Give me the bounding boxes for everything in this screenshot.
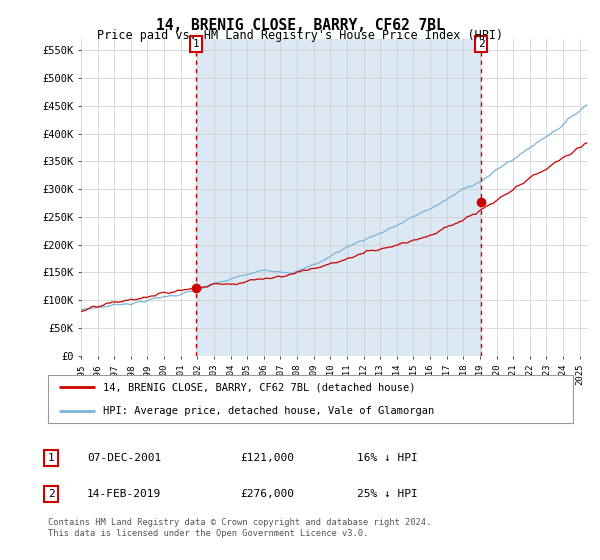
Text: 2: 2 (47, 489, 55, 499)
Bar (196, 39, 481, 356)
Text: 07-DEC-2001: 07-DEC-2001 (87, 453, 161, 463)
Text: HPI: Average price, detached house, Vale of Glamorgan: HPI: Average price, detached house, Vale… (103, 406, 434, 416)
Text: 14, BRENIG CLOSE, BARRY, CF62 7BL: 14, BRENIG CLOSE, BARRY, CF62 7BL (155, 18, 445, 33)
Text: Price paid vs. HM Land Registry's House Price Index (HPI): Price paid vs. HM Land Registry's House … (97, 29, 503, 42)
Text: 1: 1 (47, 453, 55, 463)
Text: Contains HM Land Registry data © Crown copyright and database right 2024.
This d: Contains HM Land Registry data © Crown c… (48, 518, 431, 538)
Text: 14, BRENIG CLOSE, BARRY, CF62 7BL (detached house): 14, BRENIG CLOSE, BARRY, CF62 7BL (detac… (103, 382, 416, 392)
Text: 14-FEB-2019: 14-FEB-2019 (87, 489, 161, 499)
Text: 16% ↓ HPI: 16% ↓ HPI (357, 453, 418, 463)
Text: 25% ↓ HPI: 25% ↓ HPI (357, 489, 418, 499)
Text: 1: 1 (193, 39, 199, 49)
Text: 2: 2 (478, 39, 485, 49)
Text: £276,000: £276,000 (240, 489, 294, 499)
Text: £121,000: £121,000 (240, 453, 294, 463)
